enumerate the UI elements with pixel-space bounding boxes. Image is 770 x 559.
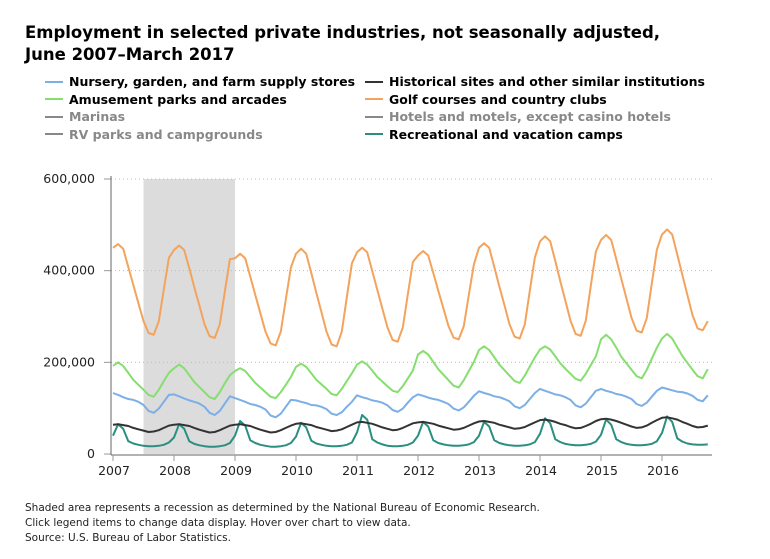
legend-item[interactable]: Amusement parks and arcades: [45, 92, 287, 107]
series-line-recreational-and-vacation-camps[interactable]: [112, 414, 708, 448]
x-tick-label: 2007: [98, 463, 130, 478]
legend-item[interactable]: Historical sites and other similar insti…: [365, 74, 705, 89]
legend-item[interactable]: Golf courses and country clubs: [365, 92, 607, 107]
legend-label: Amusement parks and arcades: [69, 91, 287, 107]
x-tick-label: 2013: [464, 463, 496, 478]
series-line-nursery-garden-and-farm-supply-stores[interactable]: [112, 386, 709, 419]
legend-label: Marinas: [69, 109, 126, 124]
footer-source: Source: U.S. Bureau of Labor Statistics.: [25, 532, 231, 544]
y-tick-label: 0: [87, 446, 95, 461]
x-tick-label: 2012: [403, 463, 435, 478]
legend-item[interactable]: RV parks and campgrounds: [45, 127, 263, 142]
x-tick-label: 2014: [525, 463, 557, 478]
legend-item[interactable]: Nursery, garden, and farm supply stores: [45, 74, 355, 89]
series-line-historical-sites-and-other-similar-institutions[interactable]: [112, 416, 709, 434]
legend-swatch: [45, 115, 63, 118]
x-tick-label: 2015: [586, 463, 618, 478]
x-tick-label: 2010: [281, 463, 313, 478]
legend-label: Recreational and vacation camps: [389, 126, 623, 142]
x-tick-label: 2008: [159, 463, 191, 478]
y-tick-label: 400,000: [43, 263, 95, 278]
series-line-amusement-parks-and-arcades[interactable]: [112, 332, 709, 400]
legend-label: Hotels and motels, except casino hotels: [389, 109, 671, 124]
x-tick-label: 2016: [647, 463, 679, 478]
footer-instructions: Click legend items to change data displa…: [25, 517, 411, 529]
x-tick-label: 2009: [220, 463, 252, 478]
series-line-golf-courses-and-country-clubs[interactable]: [112, 228, 709, 348]
legend-swatch: [365, 98, 383, 100]
legend-label: RV parks and campgrounds: [69, 126, 263, 142]
legend-swatch: [365, 115, 383, 118]
x-tick-label: 2011: [342, 463, 374, 478]
legend-item[interactable]: Recreational and vacation camps: [365, 127, 623, 142]
chart-title: Employment in selected private industrie…: [25, 23, 661, 64]
y-tick-label: 600,000: [43, 171, 95, 186]
legend-label: Nursery, garden, and farm supply stores: [69, 74, 356, 89]
legend-label: Golf courses and country clubs: [389, 91, 607, 107]
legend-swatch: [365, 133, 383, 135]
legend-item[interactable]: Hotels and motels, except casino hotels: [365, 109, 671, 124]
legend-swatch: [45, 98, 63, 100]
footer-recession-note: Shaded area represents a recession as de…: [25, 502, 540, 514]
legend-swatch: [45, 133, 63, 135]
legend-swatch: [365, 80, 383, 83]
y-tick-label: 200,000: [43, 354, 95, 369]
legend-swatch: [45, 80, 63, 83]
legend-label: Historical sites and other similar insti…: [389, 74, 705, 89]
legend-item[interactable]: Marinas: [45, 109, 125, 124]
